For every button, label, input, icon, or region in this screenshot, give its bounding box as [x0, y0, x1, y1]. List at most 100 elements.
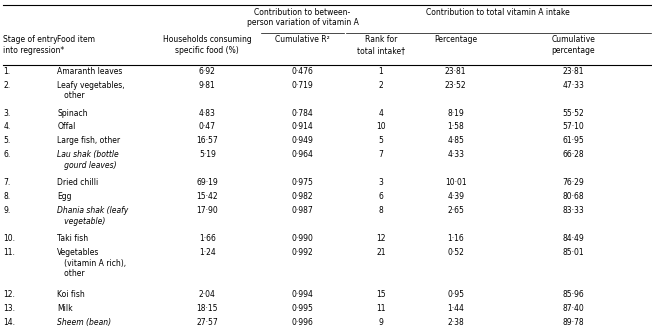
Text: Leafy vegetables,
   other: Leafy vegetables, other [57, 81, 125, 100]
Text: 14.: 14. [3, 318, 15, 327]
Text: 10: 10 [376, 123, 385, 131]
Text: 55·52: 55·52 [562, 109, 584, 118]
Text: 1: 1 [378, 67, 383, 76]
Text: 4·39: 4·39 [447, 192, 464, 201]
Text: 0·47: 0·47 [199, 123, 216, 131]
Text: Spinach: Spinach [57, 109, 88, 118]
Text: 3: 3 [378, 178, 383, 187]
Text: Large fish, other: Large fish, other [57, 136, 121, 145]
Text: Lau shak (bottle
   gourd leaves): Lau shak (bottle gourd leaves) [57, 150, 119, 170]
Text: 2.: 2. [3, 81, 10, 90]
Text: 8: 8 [378, 206, 383, 215]
Text: 85·96: 85·96 [562, 290, 584, 299]
Text: 0·964: 0·964 [291, 150, 314, 159]
Text: 11: 11 [376, 304, 385, 313]
Text: 10·01: 10·01 [445, 178, 467, 187]
Text: 12: 12 [376, 234, 385, 243]
Text: 1·44: 1·44 [447, 304, 464, 313]
Text: 84·49: 84·49 [562, 234, 584, 243]
Text: 3.: 3. [3, 109, 10, 118]
Text: Taki fish: Taki fish [57, 234, 89, 243]
Text: 13.: 13. [3, 304, 15, 313]
Text: 6.: 6. [3, 150, 10, 159]
Text: 0·949: 0·949 [291, 136, 314, 145]
Text: 12.: 12. [3, 290, 15, 299]
Text: Food item: Food item [57, 36, 95, 44]
Text: 80·68: 80·68 [562, 192, 584, 201]
Text: Dhania shak (leafy
   vegetable): Dhania shak (leafy vegetable) [57, 206, 128, 226]
Text: 0·784: 0·784 [291, 109, 314, 118]
Text: 66·28: 66·28 [562, 150, 584, 159]
Text: 2·38: 2·38 [447, 318, 464, 327]
Text: 0·476: 0·476 [291, 67, 314, 76]
Text: 76·29: 76·29 [562, 178, 584, 187]
Text: Contribution to total vitamin A intake: Contribution to total vitamin A intake [426, 8, 570, 17]
Text: 15·42: 15·42 [196, 192, 218, 201]
Text: Offal: Offal [57, 123, 76, 131]
Text: Cumulative R²: Cumulative R² [275, 36, 330, 44]
Text: 16·57: 16·57 [196, 136, 218, 145]
Text: 9: 9 [378, 318, 383, 327]
Text: 0·719: 0·719 [291, 81, 314, 90]
Text: 11.: 11. [3, 248, 15, 257]
Text: 18·15: 18·15 [197, 304, 218, 313]
Text: 5: 5 [378, 136, 383, 145]
Text: Households consuming
specific food (%): Households consuming specific food (%) [163, 36, 252, 55]
Text: 57·10: 57·10 [562, 123, 584, 131]
Text: 7: 7 [378, 150, 383, 159]
Text: 89·78: 89·78 [562, 318, 584, 327]
Text: Contribution to between-
person variation of vitamin A: Contribution to between- person variatio… [246, 8, 359, 27]
Text: 2: 2 [378, 81, 383, 90]
Text: 85·01: 85·01 [562, 248, 584, 257]
Text: 15: 15 [376, 290, 385, 299]
Text: 1·66: 1·66 [199, 234, 216, 243]
Text: 47·33: 47·33 [562, 81, 584, 90]
Text: 4·83: 4·83 [199, 109, 216, 118]
Text: 7.: 7. [3, 178, 10, 187]
Text: 8.: 8. [3, 192, 10, 201]
Text: 9.: 9. [3, 206, 10, 215]
Text: Percentage: Percentage [434, 36, 477, 44]
Text: Sheem (bean): Sheem (bean) [57, 318, 111, 327]
Text: 27·57: 27·57 [196, 318, 218, 327]
Text: 21: 21 [376, 248, 385, 257]
Text: 17·90: 17·90 [196, 206, 218, 215]
Text: 1·58: 1·58 [447, 123, 464, 131]
Text: 0·990: 0·990 [291, 234, 314, 243]
Text: 6: 6 [378, 192, 383, 201]
Text: 4·85: 4·85 [447, 136, 464, 145]
Text: 0·992: 0·992 [291, 248, 314, 257]
Text: 0·95: 0·95 [447, 290, 464, 299]
Text: 4: 4 [378, 109, 383, 118]
Text: 61·95: 61·95 [562, 136, 584, 145]
Text: 9·81: 9·81 [199, 81, 216, 90]
Text: 23·81: 23·81 [563, 67, 584, 76]
Text: 0·982: 0·982 [291, 192, 314, 201]
Text: 69·19: 69·19 [196, 178, 218, 187]
Text: 2·65: 2·65 [447, 206, 464, 215]
Text: 5·19: 5·19 [199, 150, 216, 159]
Text: 23·52: 23·52 [445, 81, 467, 90]
Text: 1.: 1. [3, 67, 10, 76]
Text: Cumulative
percentage: Cumulative percentage [551, 36, 595, 55]
Text: 83·33: 83·33 [562, 206, 584, 215]
Text: Rank for
total intake†: Rank for total intake† [357, 36, 405, 55]
Text: 0·975: 0·975 [291, 178, 314, 187]
Text: 4.: 4. [3, 123, 10, 131]
Text: 0·52: 0·52 [447, 248, 464, 257]
Text: 2·04: 2·04 [199, 290, 216, 299]
Text: 0·914: 0·914 [291, 123, 314, 131]
Text: 23·81: 23·81 [445, 67, 466, 76]
Text: Amaranth leaves: Amaranth leaves [57, 67, 123, 76]
Text: 0·994: 0·994 [291, 290, 314, 299]
Text: Koi fish: Koi fish [57, 290, 85, 299]
Text: 87·40: 87·40 [562, 304, 584, 313]
Text: 1·16: 1·16 [447, 234, 464, 243]
Text: 6·92: 6·92 [199, 67, 216, 76]
Text: Dried chilli: Dried chilli [57, 178, 98, 187]
Text: Vegetables
   (vitamin A rich),
   other: Vegetables (vitamin A rich), other [57, 248, 126, 279]
Text: 1·24: 1·24 [199, 248, 216, 257]
Text: 4·33: 4·33 [447, 150, 464, 159]
Text: Egg: Egg [57, 192, 72, 201]
Text: Milk: Milk [57, 304, 73, 313]
